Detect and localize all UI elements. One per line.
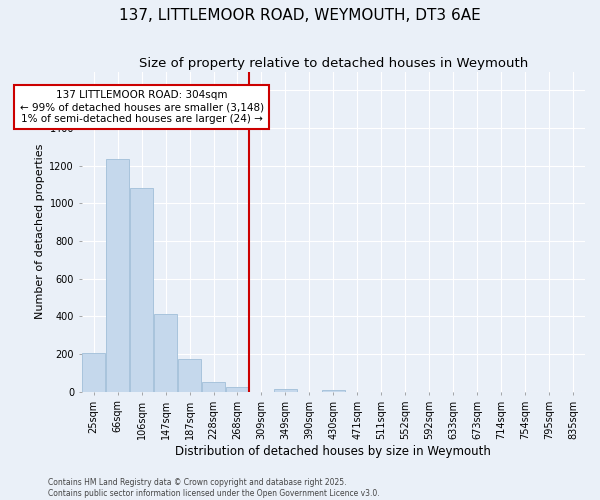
Bar — [202, 382, 225, 392]
Bar — [322, 390, 345, 392]
Bar — [82, 353, 105, 392]
Text: Contains HM Land Registry data © Crown copyright and database right 2025.
Contai: Contains HM Land Registry data © Crown c… — [48, 478, 380, 498]
Y-axis label: Number of detached properties: Number of detached properties — [35, 144, 45, 320]
Text: 137, LITTLEMOOR ROAD, WEYMOUTH, DT3 6AE: 137, LITTLEMOOR ROAD, WEYMOUTH, DT3 6AE — [119, 8, 481, 22]
Bar — [106, 159, 129, 392]
Bar — [154, 314, 177, 392]
Title: Size of property relative to detached houses in Weymouth: Size of property relative to detached ho… — [139, 58, 528, 70]
X-axis label: Distribution of detached houses by size in Weymouth: Distribution of detached houses by size … — [175, 444, 491, 458]
Bar — [274, 389, 297, 392]
Bar — [130, 188, 153, 392]
Bar — [226, 387, 249, 392]
Bar — [178, 359, 201, 392]
Text: 137 LITTLEMOOR ROAD: 304sqm
← 99% of detached houses are smaller (3,148)
1% of s: 137 LITTLEMOOR ROAD: 304sqm ← 99% of det… — [20, 90, 263, 124]
